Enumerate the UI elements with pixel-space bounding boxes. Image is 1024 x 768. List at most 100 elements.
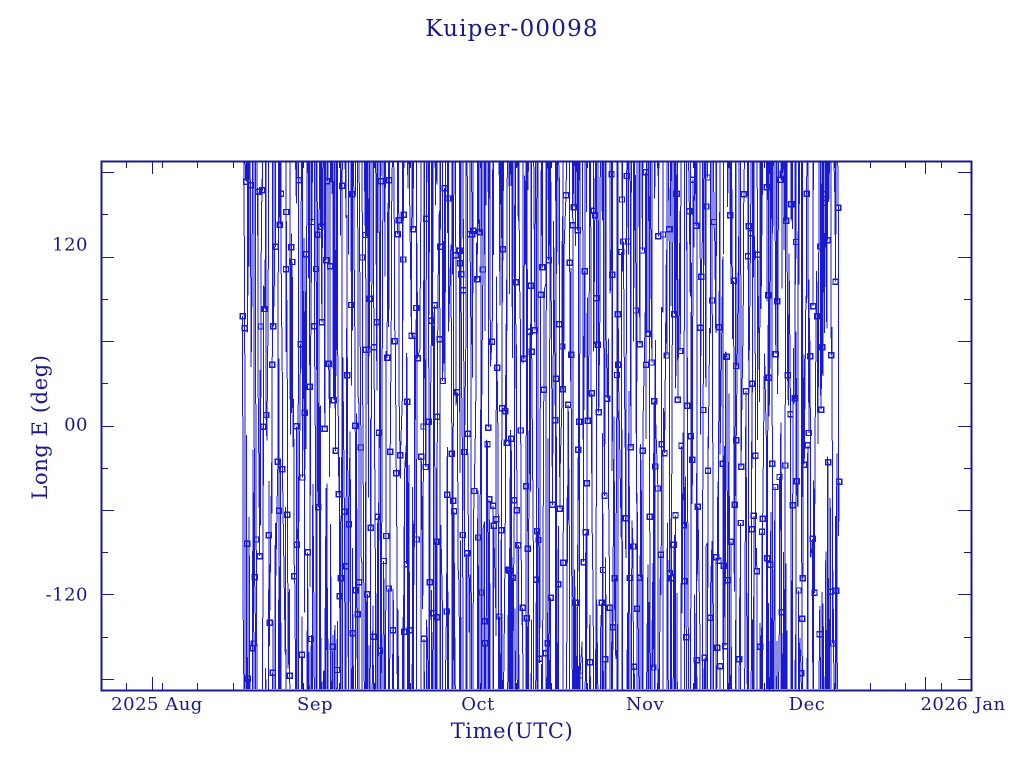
data-point-marker <box>439 377 446 385</box>
data-point-marker <box>592 211 599 219</box>
data-point-marker <box>259 423 267 430</box>
data-point-marker <box>314 231 321 238</box>
data-point-marker <box>757 643 764 650</box>
data-point-marker <box>434 413 441 420</box>
data-point-marker <box>777 176 785 184</box>
data-point-marker <box>747 229 754 237</box>
data-point-marker <box>266 619 273 627</box>
data-point-marker <box>818 406 825 413</box>
data-point-marker <box>593 295 600 302</box>
data-point-marker <box>256 553 263 560</box>
data-point-marker <box>288 244 295 251</box>
data-point-marker <box>642 169 649 176</box>
xtick-label-oct: Oct <box>461 694 495 715</box>
data-point-marker <box>763 184 770 191</box>
data-point-marker <box>552 375 560 382</box>
data-point-marker <box>540 386 547 393</box>
data-point-marker <box>683 634 690 641</box>
data-point-marker <box>509 574 516 582</box>
data-point-marker <box>582 529 589 536</box>
data-point-marker <box>354 611 361 618</box>
data-point-marker <box>765 374 773 381</box>
data-point-marker <box>262 411 270 419</box>
data-point-marker <box>244 675 252 682</box>
data-point-marker <box>293 423 300 430</box>
xtick-label-sep: Sep <box>296 694 334 715</box>
data-point-marker <box>243 540 251 547</box>
data-point-marker <box>380 557 387 565</box>
data-point-marker <box>566 259 573 266</box>
data-point-marker <box>609 623 616 631</box>
data-point-marker <box>528 348 535 355</box>
data-point-marker <box>697 324 704 331</box>
data-point-marker <box>689 176 697 183</box>
data-point-marker <box>792 238 800 246</box>
data-point-marker <box>334 666 341 674</box>
data-point-marker <box>835 204 842 212</box>
data-point-marker <box>386 176 393 184</box>
data-point-marker <box>651 398 658 405</box>
data-point-marker <box>420 423 427 430</box>
data-point-marker <box>689 456 696 463</box>
data-point-marker <box>575 446 582 454</box>
data-point-marker <box>301 409 308 416</box>
data-point-marker <box>479 266 487 273</box>
data-point-marker <box>615 361 622 368</box>
data-point-marker <box>325 360 332 367</box>
data-point-marker <box>373 319 380 326</box>
data-point-marker <box>448 450 456 457</box>
data-point-marker <box>284 511 291 518</box>
data-point-marker <box>588 390 596 397</box>
data-point-marker <box>420 635 428 642</box>
data-point-marker <box>364 591 371 598</box>
data-point-marker <box>608 271 616 278</box>
data-point-marker <box>397 452 404 459</box>
data-point-marker <box>329 643 336 650</box>
data-point-marker <box>395 216 402 224</box>
data-point-marker <box>804 442 811 449</box>
data-point-marker <box>765 292 772 299</box>
data-point-marker <box>576 672 584 679</box>
data-point-marker <box>665 226 673 233</box>
data-point-marker <box>809 303 817 310</box>
data-point-marker <box>683 402 691 409</box>
data-point-marker <box>791 395 799 402</box>
data-point-marker <box>740 191 747 198</box>
data-point-marker <box>474 276 481 283</box>
data-point-marker <box>687 433 695 440</box>
data-point-marker <box>321 425 328 432</box>
data-point-marker <box>723 353 731 360</box>
data-point-marker <box>584 417 591 424</box>
data-point-marker <box>611 574 618 582</box>
data-point-marker <box>657 551 664 558</box>
data-point-marker <box>459 531 466 539</box>
data-point-marker <box>828 352 835 359</box>
data-point-marker <box>527 282 534 289</box>
data-point-marker <box>286 672 293 679</box>
data-point-marker <box>463 550 471 557</box>
data-point-marker <box>749 380 756 387</box>
data-point-marker <box>787 411 794 418</box>
data-point-marker <box>362 231 369 239</box>
data-point-marker <box>547 594 554 601</box>
xtick-label-jan: 2026 Jan <box>920 694 1006 715</box>
data-point-marker <box>754 251 761 259</box>
data-point-marker <box>457 259 464 267</box>
data-point-marker <box>570 203 578 211</box>
data-point-marker <box>783 217 790 224</box>
data-point-marker <box>643 361 650 368</box>
data-point-marker <box>426 579 434 586</box>
data-point-marker <box>595 409 602 416</box>
ytick-label-neg120: -120 <box>45 584 88 606</box>
data-point-marker <box>727 538 735 545</box>
data-point-marker <box>625 238 632 245</box>
data-point-marker <box>721 643 729 650</box>
data-point-marker <box>803 190 810 198</box>
data-point-marker <box>623 172 630 180</box>
data-point-marker <box>344 372 351 379</box>
data-point-marker <box>719 460 726 468</box>
data-point-marker <box>574 227 581 234</box>
data-point-marker <box>572 599 579 606</box>
data-point-marker <box>383 354 391 362</box>
data-point-marker <box>824 458 832 466</box>
